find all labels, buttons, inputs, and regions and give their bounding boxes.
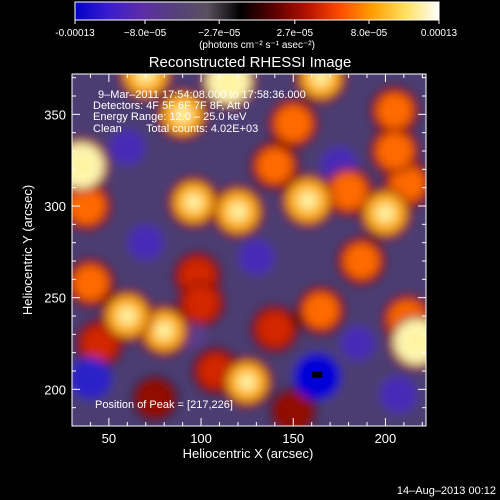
heatmap-positive-blob — [274, 105, 312, 142]
annotation-clean: Clean — [93, 123, 122, 135]
heatmap-positive-blob — [82, 326, 117, 361]
heatmap-core — [155, 321, 174, 340]
heatmap-positive-blob — [376, 132, 414, 170]
heatmap-layer — [72, 74, 426, 426]
plot-area: 50 100 150 200 200 250 300 350 — [44, 73, 427, 446]
heatmap-core — [228, 202, 248, 221]
colorbar-tick-label: -0.00013 — [55, 28, 95, 39]
plot-frame — [71, 73, 427, 427]
colorbar-tick-label: −8.0e−05 — [124, 28, 167, 39]
colorbar-unit-label: (photons cm⁻² s⁻¹ asec⁻²) — [199, 40, 315, 51]
y-axis-label: Heliocentric Y (arcsec) — [20, 185, 35, 315]
x-tick-label: 150 — [282, 431, 304, 446]
x-tick-label: 200 — [375, 431, 397, 446]
annotation-peak-position: Position of Peak = [217,226] — [95, 399, 233, 411]
heatmap-core — [311, 74, 330, 87]
heatmap-core — [136, 74, 156, 84]
heatmap-positive-blob — [140, 384, 170, 413]
heatmap-core — [218, 74, 239, 92]
colorbar-bar — [74, 1, 440, 21]
annotation-time-range: 9–Mar–2011 17:54:08.000 to 17:58:36.000 — [98, 89, 306, 101]
heatmap-core — [184, 193, 203, 212]
heatmap-positive-blob — [376, 92, 413, 129]
annotation-detectors: Detectors: 4F 5F 6F 7F 8F, Att 0 — [93, 100, 250, 112]
colorbar-tick-label: 8.0e−05 — [351, 28, 388, 39]
heatmap-core — [298, 190, 318, 211]
colorbar-tick-label: 2.7e−05 — [277, 28, 314, 39]
y-tick-label: 250 — [44, 291, 66, 306]
x-tick-label: 50 — [102, 431, 116, 446]
y-axis-ticks: 200 250 300 350 — [44, 77, 426, 409]
heatmap-negative-blob — [109, 129, 146, 166]
heatmap-core — [376, 204, 395, 223]
heatmap-negative-blob — [379, 376, 417, 414]
heatmap-core — [238, 373, 257, 391]
colorbar-ticks: -0.00013 −8.0e−05 −2.7e−05 2.7e−05 8.0e−05 0.… — [55, 20, 458, 39]
heatmap-core — [72, 155, 92, 176]
peak-marker — [312, 371, 323, 378]
y-tick-label: 200 — [44, 382, 66, 397]
x-tick-label: 100 — [190, 431, 212, 446]
heatmap-core — [173, 105, 192, 124]
heatmap-negative-blob — [340, 326, 375, 361]
colorbar-tick-label: 0.00013 — [421, 28, 458, 39]
heatmap-positive-blob — [343, 243, 380, 279]
heatmap-core — [406, 331, 426, 352]
annotation-block: 9–Mar–2011 17:54:08.000 to 17:58:36.000 … — [93, 89, 306, 411]
y-tick-label: 350 — [44, 107, 66, 122]
x-axis-ticks: 50 100 150 200 — [89, 74, 423, 446]
x-axis-label: Heliocentric X (arcsec) — [183, 446, 314, 461]
heatmap-positive-blob — [72, 187, 106, 225]
heatmap-negative-blob — [238, 239, 275, 276]
annotation-total-counts: Total counts: 4.02E+03 — [146, 123, 258, 135]
heatmap-positive-blob — [184, 286, 219, 321]
y-tick-label: 300 — [44, 199, 66, 214]
heatmap-positive-blob — [72, 265, 109, 301]
heatmap-positive-blob — [257, 311, 292, 346]
chart-title: Reconstructed RHESSI Image — [149, 54, 352, 71]
heatmap-negative-blob — [128, 224, 164, 261]
footer-date: 14–Aug–2013 00:12 — [397, 485, 496, 497]
colorbar: -0.00013 −8.0e−05 −2.7e−05 2.7e−05 8.0e−05 0.… — [55, 1, 458, 51]
heatmap-positive-blob — [330, 172, 367, 210]
heatmap-core — [118, 306, 137, 326]
heatmap-positive-blob — [278, 396, 309, 426]
colorbar-tick-label: −2.7e−05 — [198, 28, 241, 39]
heatmap-positive-blob — [303, 292, 339, 329]
heatmap-negative-blob — [72, 357, 112, 400]
annotation-energy: Energy Range: 12.0 – 25.0 keV — [93, 111, 247, 123]
heatmap-positive-blob — [257, 147, 293, 184]
heatmap-positive-blob — [124, 74, 167, 96]
